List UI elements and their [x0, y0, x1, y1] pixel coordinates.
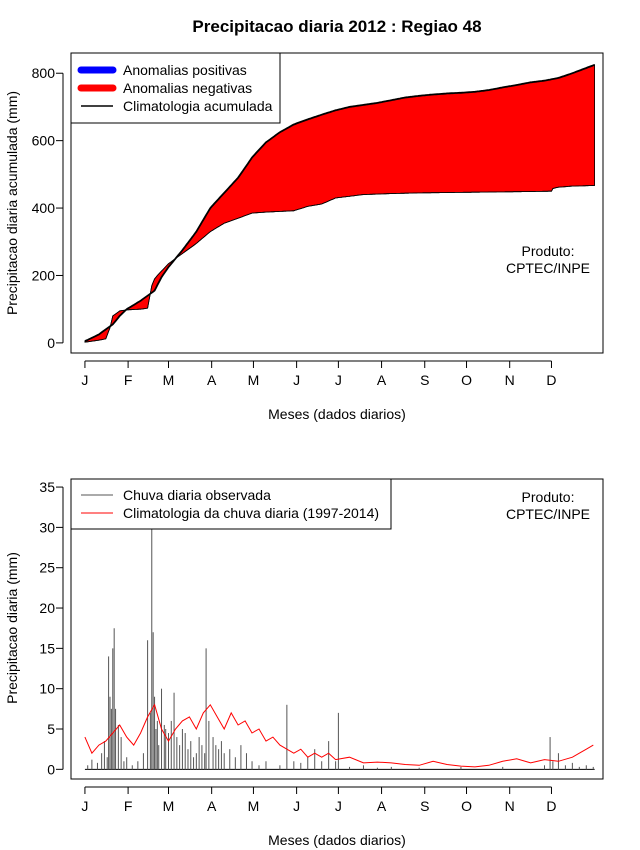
legend-label-anomalias-positivas: Anomalias positivas [123, 62, 247, 78]
daily-y-tick-label-7: 35 [39, 479, 55, 495]
cumulative-y-tick-label-4: 800 [32, 65, 56, 81]
legend-label-climatologia-chuva: Climatologia da chuva diaria (1997-2014) [123, 505, 379, 521]
cumulative-x-tick-label-6: J [335, 372, 342, 388]
daily-x-tick-label-5: J [293, 798, 300, 814]
daily-annotation-cptec: CPTEC/INPE [506, 506, 590, 522]
daily-y-tick-label-5: 25 [39, 560, 55, 576]
daily-x-tick-label-10: N [505, 798, 515, 814]
cumulative-x-tick-label-10: N [505, 372, 515, 388]
cumulative-y-tick-label-3: 600 [32, 133, 56, 149]
daily-x-tick-label-0: J [81, 798, 88, 814]
daily-y-tick-label-1: 5 [47, 721, 55, 737]
cumulative-annotation-produto: Produto: [522, 243, 575, 259]
cumulative-x-tick-label-11: D [546, 372, 556, 388]
daily-y-tick-label-6: 30 [39, 519, 55, 535]
daily-legend-box [70, 478, 392, 530]
daily-y-tick-label-2: 10 [39, 681, 55, 697]
cumulative-x-tick-label-2: M [163, 372, 175, 388]
daily-y-tick-label-4: 20 [39, 600, 55, 616]
daily-annotation-produto: Produto: [522, 489, 575, 505]
cumulative-x-tick-label-7: A [377, 372, 387, 388]
daily-y-tick-label-3: 15 [39, 640, 55, 656]
daily-x-tick-label-1: F [124, 798, 133, 814]
daily-x-tick-label-8: S [420, 798, 429, 814]
daily-y-tick-label-0: 0 [47, 761, 55, 777]
chart-title: Precipitacao diaria 2012 : Regiao 48 [192, 17, 481, 36]
daily-y-label: Precipitacao diaria (mm) [4, 552, 20, 704]
cumulative-x-tick-label-1: F [124, 372, 133, 388]
daily-x-tick-label-7: A [377, 798, 387, 814]
cumulative-x-tick-label-5: J [293, 372, 300, 388]
cumulative-y-label: Precipitacao diaria acumulada (mm) [4, 91, 20, 315]
cumulative-y-tick-label-0: 0 [47, 335, 55, 351]
cumulative-x-tick-label-3: A [207, 372, 217, 388]
legend-label-climatologia-acumulada: Climatologia acumulada [123, 98, 273, 114]
cumulative-x-tick-label-8: S [420, 372, 429, 388]
climatologia-acumulada-line [84, 63, 595, 343]
daily-x-tick-label-6: J [335, 798, 342, 814]
legend-label-anomalias-negativas: Anomalias negativas [123, 80, 252, 96]
cumulative-y-tick-label-2: 400 [32, 200, 56, 216]
daily-x-tick-label-9: O [461, 798, 472, 814]
daily-x-label: Meses (dados diarios) [268, 832, 406, 848]
daily-y-axis: 0 5 10 15 20 25 30 35 [39, 479, 64, 777]
daily-x-tick-label-11: D [546, 798, 556, 814]
cumulative-y-axis: 0 200 400 600 800 [32, 65, 64, 351]
daily-chart: J F M A M J J A S O N D 0 5 10 15 20 25 30 35 Meses (dados… [4, 478, 604, 848]
climatologia-chuva-line [84, 703, 594, 768]
legend-label-chuva-diaria: Chuva diaria observada [123, 487, 271, 503]
cumulative-plot-frame [70, 52, 604, 354]
cumulative-legend: Anomalias positivas Anomalias negativas … [70, 52, 281, 124]
cumulative-x-tick-label-0: J [81, 372, 88, 388]
daily-legend: Chuva diaria observada Climatologia da c… [70, 478, 392, 530]
cumulative-plot-area [84, 63, 595, 343]
cumulative-x-tick-label-9: O [461, 372, 472, 388]
cumulative-chart: J F M A M J J A S O N D 0 200 400 600 800 Meses (dados … [4, 52, 604, 422]
daily-x-tick-label-3: A [207, 798, 217, 814]
daily-x-tick-label-4: M [248, 798, 260, 814]
cumulative-y-tick-label-1: 200 [32, 267, 56, 283]
chuva-acumulada-line [84, 185, 595, 343]
cumulative-x-label: Meses (dados diarios) [268, 406, 406, 422]
daily-plot-area [84, 527, 595, 770]
daily-x-tick-label-2: M [163, 798, 175, 814]
cumulative-annotation-cptec: CPTEC/INPE [506, 260, 590, 276]
cumulative-x-tick-label-4: M [248, 372, 260, 388]
